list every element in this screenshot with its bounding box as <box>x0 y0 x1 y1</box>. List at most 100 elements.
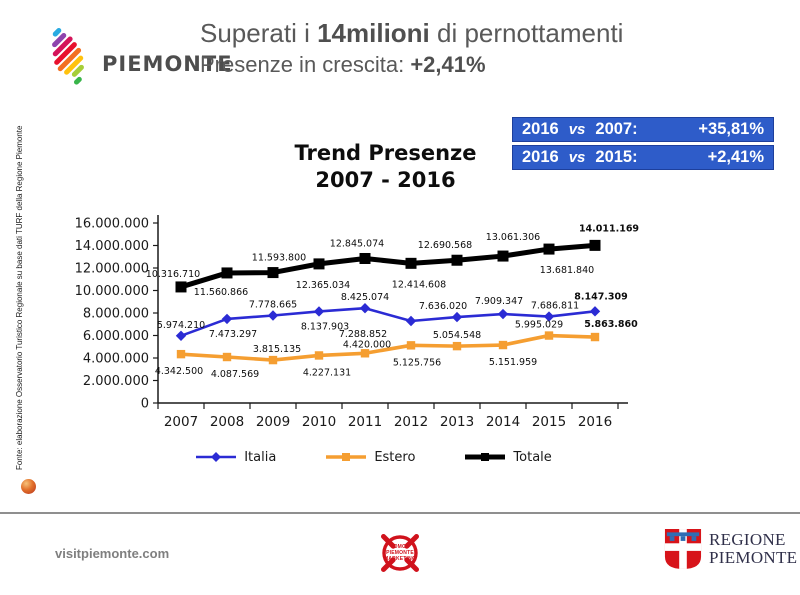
regione-line2: PIEMONTE <box>709 548 798 567</box>
headline-bold: 14milioni <box>317 18 430 48</box>
x-tick-label: 2013 <box>440 414 474 430</box>
dmo-line2: PIEMONTE <box>386 549 414 556</box>
footer-divider <box>0 512 800 514</box>
data-label-italia: 8.425.074 <box>341 292 389 303</box>
x-tick-label: 2015 <box>532 414 566 430</box>
y-tick-label: 12.000.000 <box>75 261 149 276</box>
x-tick-label: 2010 <box>302 414 336 430</box>
dmo-piemonte-logo: DMO PIEMONTE MARKETING <box>360 516 440 592</box>
data-label-totale: 11.560.866 <box>194 287 248 298</box>
comparison-boxes: 2016 vs 2007: +35,81% 2016 vs 2015: +2,4… <box>512 117 774 173</box>
legend-item-estero: Estero <box>324 450 415 465</box>
marker-totale <box>221 267 233 279</box>
cmp-year-a: 2016 <box>522 120 559 138</box>
headline: Superati i 14milioni di pernottamenti Pr… <box>200 16 623 79</box>
legend-marker-italia <box>196 452 237 463</box>
data-label-estero: 5.863.860 <box>584 319 638 330</box>
chart-legend: Italia Estero Totale <box>58 450 658 465</box>
x-tick-label: 2007 <box>164 414 198 430</box>
marker-totale <box>543 243 555 255</box>
marker-totale <box>451 254 463 266</box>
data-label-totale: 13.681.840 <box>540 265 594 276</box>
x-tick-label: 2011 <box>348 414 382 430</box>
marker-estero <box>314 350 324 360</box>
marker-italia <box>543 310 555 322</box>
data-label-italia: 7.778.665 <box>249 299 297 310</box>
data-label-totale: 12.690.568 <box>418 240 472 251</box>
dmo-line3: MARKETING <box>383 555 417 562</box>
piemonte-stripes-icon <box>52 28 84 85</box>
marker-estero <box>222 352 232 361</box>
data-label-estero: 5.125.756 <box>393 357 441 368</box>
x-tick-label: 2008 <box>210 414 244 430</box>
marker-estero <box>590 332 600 341</box>
marker-estero <box>176 349 186 358</box>
regione-piemonte-logo: REGIONE PIEMONTE <box>664 528 797 570</box>
source-note: Fonte: elaborazione Osservatorio Turisti… <box>15 125 24 470</box>
trend-chart: 0 2.000.000 4.000.000 6.000.000 8.000.000 10.… <box>75 214 639 430</box>
data-label-estero: 4.227.131 <box>303 367 351 378</box>
series-line-italia <box>179 306 597 337</box>
data-label-estero: 4.420.000 <box>343 339 391 350</box>
data-label-italia: 8.137.903 <box>301 321 349 332</box>
ball-icon <box>21 479 36 494</box>
marker-estero <box>406 340 416 350</box>
marker-italia <box>267 309 279 321</box>
piemonte-logo: PIEMONTE <box>36 20 233 90</box>
data-label-totale: 12.414.608 <box>392 279 446 290</box>
cmp-value: +2,41% <box>707 148 764 166</box>
data-label-italia: 7.686.811 <box>531 300 579 311</box>
chart-title-line1: Trend Presenze <box>294 141 477 165</box>
marker-estero <box>268 355 278 364</box>
dmo-logo-text: DMO PIEMONTE MARKETING <box>360 544 440 562</box>
trend-chart-block: Trend Presenze 2007 - 2016 0 2.000.000 4.0… <box>58 140 658 465</box>
x-tick-label: 2016 <box>578 414 612 430</box>
marker-totale <box>267 266 279 278</box>
legend-label-totale: Totale <box>513 449 552 465</box>
cmp-year-b: 2015: <box>595 148 638 166</box>
cmp-vs: vs <box>568 121 586 138</box>
cmp-value: +35,81% <box>698 120 764 138</box>
chart-title: Trend Presenze 2007 - 2016 <box>58 140 658 195</box>
y-tick-label: 14.000.000 <box>75 239 149 254</box>
y-tick-label: 8.000.000 <box>83 306 149 321</box>
legend-marker-estero <box>326 453 367 462</box>
marker-italia <box>451 311 463 322</box>
data-label-italia: 7.636.020 <box>419 301 467 312</box>
marker-totale <box>589 239 601 251</box>
legend-marker-totale <box>465 453 506 462</box>
y-tick-label: 6.000.000 <box>83 329 149 344</box>
marker-estero <box>360 348 370 358</box>
marker-totale <box>313 257 325 269</box>
legend-item-italia: Italia <box>194 450 276 465</box>
legend-label-estero: Estero <box>374 449 416 465</box>
marker-italia <box>221 313 233 324</box>
headline-line2: Presenze in crescita: +2,41% <box>200 51 623 79</box>
data-label-italia: 7.288.852 <box>339 329 387 340</box>
marker-italia <box>359 302 371 314</box>
marker-italia <box>175 330 187 341</box>
legend-item-totale: Totale <box>463 449 552 465</box>
marker-italia <box>405 315 417 326</box>
marker-estero <box>498 340 508 349</box>
subtitle-bold: +2,41% <box>410 52 486 78</box>
headline-prefix: Superati i <box>200 18 318 48</box>
data-label-italia: 8.147.309 <box>574 291 628 302</box>
data-label-totale: 14.011.169 <box>579 223 639 234</box>
data-label-estero: 4.087.569 <box>211 369 259 380</box>
marker-estero <box>452 341 462 350</box>
data-label-estero: 4.342.500 <box>155 366 203 377</box>
y-tick-label: 10.000.000 <box>75 284 149 299</box>
data-label-italia: 7.473.297 <box>209 329 257 340</box>
x-tick-label: 2014 <box>486 414 520 430</box>
data-label-estero: 5.995.029 <box>515 319 563 330</box>
y-tick-label: 16.000.000 <box>75 216 149 231</box>
cmp-year-a: 2016 <box>522 148 559 166</box>
series-line-totale <box>178 242 598 290</box>
marker-totale <box>359 252 371 264</box>
website-label: visitpiemonte.com <box>55 546 170 561</box>
data-label-estero: 5.151.959 <box>489 357 537 368</box>
headline-suffix: di pernottamenti <box>429 18 624 48</box>
marker-estero <box>544 330 554 340</box>
cmp-vs: vs <box>568 149 586 166</box>
